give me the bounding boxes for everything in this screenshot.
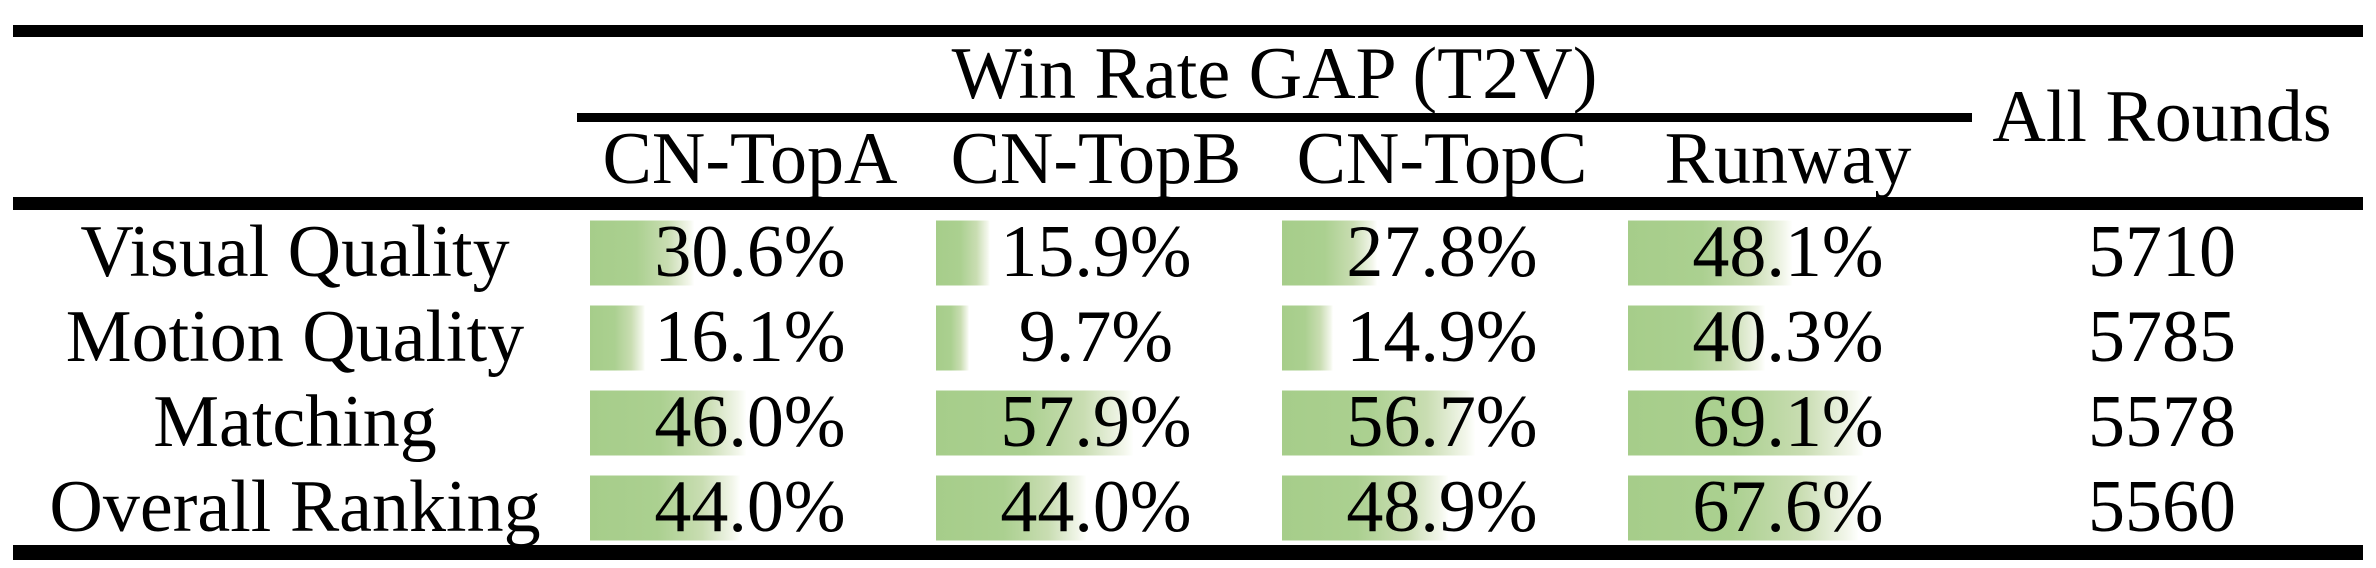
win-rate-cell: 30.6%: [577, 210, 923, 295]
win-rate-cell: 67.6%: [1615, 465, 1961, 550]
all-rounds-header: All Rounds: [1992, 75, 2332, 158]
top-rule: [13, 25, 2363, 37]
win-rate-value: 48.9%: [1346, 466, 1538, 548]
win-rate-cell: 16.1%: [577, 295, 923, 380]
all-rounds-value: 5710: [2088, 211, 2236, 293]
table-body: Visual Quality 30.6% 15.9% 27.8% 48.1% 5…: [13, 210, 2363, 548]
table-row: Matching 46.0% 57.9% 56.7% 69.1% 5578: [13, 380, 2363, 465]
win-rate-bar: [936, 390, 1133, 455]
table-row: Overall Ranking 44.0% 44.0% 48.9% 67.6% …: [13, 465, 2363, 550]
win-rate-bar: [590, 475, 740, 540]
win-rate-cell: 48.1%: [1615, 210, 1961, 295]
column-header-cn-topb: CN-TopB: [950, 118, 1242, 200]
win-rate-value: 16.1%: [654, 296, 846, 378]
header-rule: [13, 197, 2363, 210]
win-rate-cell: 14.9%: [1269, 295, 1615, 380]
win-rate-bar: [936, 220, 991, 285]
win-rate-value: 56.7%: [1346, 381, 1538, 463]
win-rate-bar: [1282, 475, 1449, 540]
win-rate-bar: [590, 390, 747, 455]
column-header-runway: Runway: [1664, 118, 1912, 200]
win-rate-value: 9.7%: [1018, 296, 1174, 378]
win-rate-cell: 57.9%: [923, 380, 1269, 465]
win-rate-bar: [1628, 305, 1766, 370]
row-label: Motion Quality: [65, 296, 525, 378]
win-rate-bar: [590, 305, 645, 370]
all-rounds-value: 5578: [2088, 381, 2236, 463]
group-header-underline: [577, 113, 1972, 122]
win-rate-cell: 69.1%: [1615, 380, 1961, 465]
win-rate-cell: 44.0%: [577, 465, 923, 550]
win-rate-value: 14.9%: [1346, 296, 1538, 378]
win-rate-bar: [1628, 475, 1858, 540]
table-row: Visual Quality 30.6% 15.9% 27.8% 48.1% 5…: [13, 210, 2363, 295]
win-rate-cell: 56.7%: [1269, 380, 1615, 465]
column-header-cn-topc: CN-TopC: [1296, 118, 1588, 200]
win-rate-value: 69.1%: [1692, 381, 1884, 463]
win-rate-value: 40.3%: [1692, 296, 1884, 378]
win-rate-cell: 9.7%: [923, 295, 1269, 380]
bottom-rule: [13, 545, 2363, 560]
win-rate-bar: [1282, 220, 1377, 285]
win-rate-value: 44.0%: [654, 466, 846, 548]
win-rate-bar: [590, 220, 695, 285]
column-header-cn-topa: CN-TopA: [602, 118, 898, 200]
win-rate-cell: 48.9%: [1269, 465, 1615, 550]
all-rounds-value: 5560: [2088, 466, 2236, 548]
row-label: Visual Quality: [80, 211, 510, 293]
win-rate-cell: 15.9%: [923, 210, 1269, 295]
win-rate-cell: 27.8%: [1269, 210, 1615, 295]
win-rate-value: 57.9%: [1000, 381, 1192, 463]
win-rate-value: 15.9%: [1000, 211, 1192, 293]
all-rounds-value: 5785: [2088, 296, 2236, 378]
win-rate-value: 48.1%: [1692, 211, 1884, 293]
win-rate-bar: [936, 475, 1086, 540]
win-rate-cell: 40.3%: [1615, 295, 1961, 380]
win-rate-value: 44.0%: [1000, 466, 1192, 548]
column-headers: CN-TopA CN-TopB CN-TopC Runway: [577, 118, 1961, 200]
group-header-title: Win Rate GAP (T2V): [951, 33, 1598, 115]
table-row: Motion Quality 16.1% 9.7% 14.9% 40.3% 57…: [13, 295, 2363, 380]
win-rate-value: 46.0%: [654, 381, 846, 463]
win-rate-bar: [1628, 220, 1792, 285]
win-rate-cell: 44.0%: [923, 465, 1269, 550]
win-rate-bar: [936, 305, 969, 370]
win-rate-bar: [1282, 305, 1333, 370]
row-label: Overall Ranking: [49, 466, 541, 548]
win-rate-cell: 46.0%: [577, 380, 923, 465]
row-label: Matching: [153, 381, 437, 463]
win-rate-bar: [1282, 390, 1475, 455]
win-rate-value: 27.8%: [1346, 211, 1538, 293]
win-rate-value: 30.6%: [654, 211, 846, 293]
win-rate-bar: [1628, 390, 1863, 455]
win-rate-value: 67.6%: [1692, 466, 1884, 548]
